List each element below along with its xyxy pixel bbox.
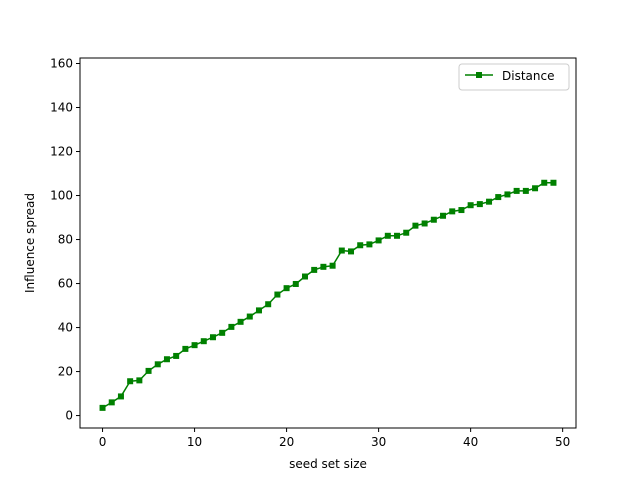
data-point bbox=[246, 313, 253, 320]
data-point bbox=[320, 263, 327, 270]
data-point bbox=[449, 208, 456, 215]
legend-label-distance: Distance bbox=[502, 69, 554, 83]
data-point bbox=[522, 187, 529, 194]
data-point bbox=[384, 232, 391, 239]
data-point bbox=[513, 187, 520, 194]
data-point bbox=[467, 202, 474, 209]
x-tick-label: 40 bbox=[463, 435, 478, 449]
x-tick-label: 30 bbox=[371, 435, 386, 449]
plot-area: 0 10 20 30 40 50 0 20 40 60 80 100 120 140 160 bbox=[50, 57, 577, 449]
data-point bbox=[255, 307, 262, 314]
data-point bbox=[440, 212, 447, 219]
y-tick-label: 40 bbox=[58, 321, 73, 335]
series-markers-distance bbox=[99, 179, 557, 411]
data-point bbox=[173, 352, 180, 359]
axes-frame bbox=[79, 57, 577, 429]
data-point bbox=[301, 273, 308, 280]
data-point bbox=[403, 229, 410, 236]
x-tick-label: 10 bbox=[187, 435, 202, 449]
legend: Distance bbox=[458, 63, 570, 91]
data-point bbox=[550, 179, 557, 186]
y-tick-label: 60 bbox=[58, 277, 73, 291]
data-point bbox=[329, 262, 336, 269]
data-point bbox=[532, 185, 539, 192]
data-point bbox=[541, 179, 548, 186]
data-point bbox=[458, 207, 465, 214]
data-point bbox=[145, 367, 152, 374]
y-axis-label: Influence spread bbox=[23, 193, 37, 293]
x-axis-label: seed set size bbox=[289, 457, 367, 471]
data-point bbox=[366, 241, 373, 248]
data-point bbox=[219, 329, 226, 336]
y-tick-label: 140 bbox=[50, 101, 73, 115]
data-point bbox=[108, 399, 115, 406]
data-point bbox=[412, 222, 419, 229]
data-point bbox=[357, 242, 364, 249]
data-point bbox=[191, 342, 198, 349]
y-tick-label: 160 bbox=[50, 57, 73, 71]
data-point bbox=[117, 393, 124, 400]
y-tick-label: 120 bbox=[50, 145, 73, 159]
data-point bbox=[163, 356, 170, 363]
data-point bbox=[274, 291, 281, 298]
data-point bbox=[486, 198, 493, 205]
data-point bbox=[283, 285, 290, 292]
data-point bbox=[348, 248, 355, 255]
y-tick-label: 0 bbox=[65, 409, 73, 423]
data-point bbox=[99, 404, 106, 411]
data-point bbox=[495, 194, 502, 201]
x-tick-label: 20 bbox=[279, 435, 294, 449]
data-point bbox=[182, 345, 189, 352]
x-axis-ticks: 0 10 20 30 40 50 bbox=[99, 428, 570, 449]
data-point bbox=[504, 191, 511, 198]
legend-frame bbox=[458, 63, 570, 91]
data-point bbox=[209, 334, 216, 341]
x-tick-label: 50 bbox=[555, 435, 570, 449]
y-tick-label: 80 bbox=[58, 233, 73, 247]
data-point bbox=[375, 237, 382, 244]
data-point bbox=[394, 232, 401, 239]
x-tick-label: 0 bbox=[99, 435, 107, 449]
data-point bbox=[265, 301, 272, 308]
data-point bbox=[127, 378, 134, 385]
data-point bbox=[476, 201, 483, 208]
data-point bbox=[338, 247, 345, 254]
y-tick-label: 20 bbox=[58, 365, 73, 379]
data-point bbox=[292, 280, 299, 287]
data-point bbox=[311, 266, 318, 273]
data-point bbox=[228, 323, 235, 330]
data-point bbox=[421, 220, 428, 227]
y-tick-label: 100 bbox=[50, 189, 73, 203]
data-point bbox=[237, 318, 244, 325]
y-axis-ticks: 0 20 40 60 80 100 120 140 160 bbox=[50, 57, 80, 423]
data-point bbox=[430, 216, 437, 223]
data-point bbox=[136, 377, 143, 384]
data-point bbox=[154, 361, 161, 368]
data-point bbox=[200, 338, 207, 345]
legend-marker-sample bbox=[476, 72, 482, 78]
